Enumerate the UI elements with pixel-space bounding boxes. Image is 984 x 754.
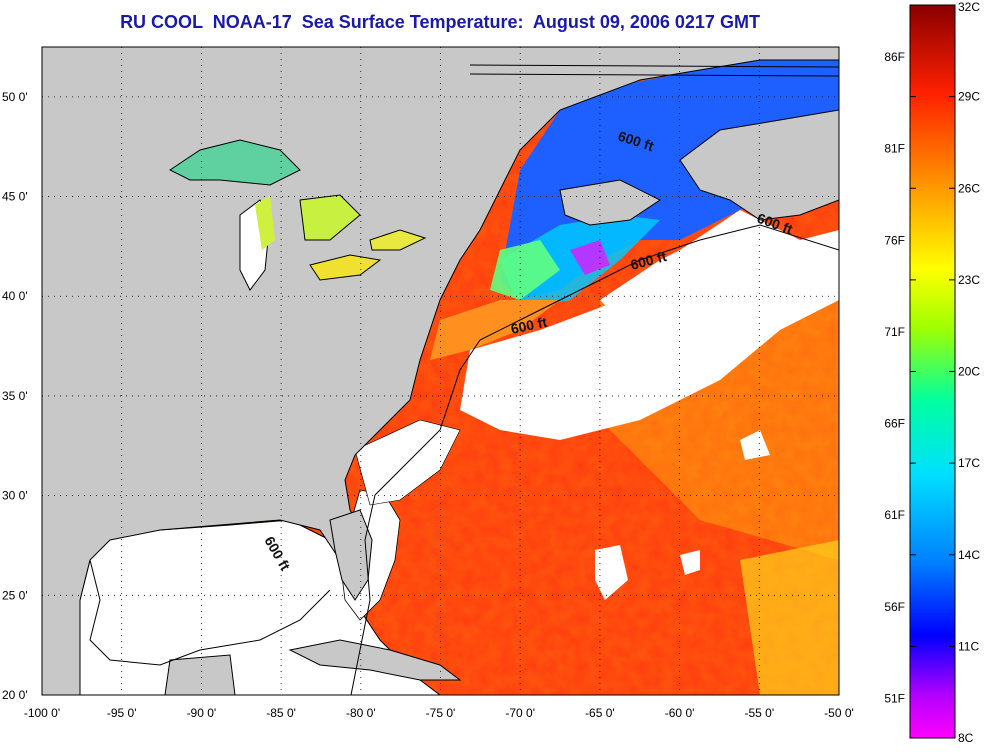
colorbar-label-f: 81F [884, 142, 905, 156]
y-tick-label: 30 0' [2, 489, 28, 503]
x-tick-label: -95 0' [107, 706, 137, 720]
nova-scotia-land [559, 179, 661, 226]
colorbar-label-f: 61F [884, 508, 905, 522]
map-line [469, 64, 839, 68]
map-line [469, 73, 839, 77]
colorbar-label-f: 56F [884, 600, 905, 614]
x-tick-label: -85 0' [266, 706, 296, 720]
colorbar-gradient [909, 4, 956, 739]
lake-erie [309, 254, 382, 281]
colorbar-label-c: 23C [958, 273, 980, 287]
x-tick-label: -90 0' [187, 706, 217, 720]
lake-superior [169, 139, 301, 186]
colorbar-label-c: 11C [958, 639, 979, 653]
contour-label: 600 ft [509, 314, 548, 337]
map-frame [41, 46, 840, 696]
ocean-sst-green [490, 240, 560, 300]
colorbar-label-c: 32C [958, 0, 980, 14]
y-axis-ticks: 50 0' 45 0' 40 0' 35 0' 30 0' 25 0' 20 0' [2, 90, 28, 702]
y-tick-label: 50 0' [2, 90, 28, 104]
isobath-600ft [350, 224, 839, 695]
x-tick-label: -65 0' [585, 706, 615, 720]
y-tick-label: 45 0' [2, 190, 28, 204]
x-tick-label: -50 0' [824, 706, 854, 720]
lake-huron [299, 194, 361, 241]
map-panel [42, 47, 839, 695]
x-axis-ticks: -100 0' -95 0' -90 0' -85 0' -80 0' -75 0' -70… [24, 706, 854, 720]
y-tick-label: 20 0' [2, 688, 28, 702]
colorbar-label-f: 71F [884, 325, 905, 339]
colorbar: 32C 29C 26C 23C 20C 17C 14C 11C 8C 86F 81F 76F 71F 66… [884, 0, 980, 745]
lake-ontario [369, 229, 427, 251]
colorbar-label-f: 66F [884, 417, 905, 431]
north-america-land [42, 47, 839, 695]
cloud-patch [680, 550, 700, 575]
x-tick-label: -60 0' [665, 706, 695, 720]
cloud-patch [595, 545, 628, 600]
y-tick-label: 40 0' [2, 289, 28, 303]
florida-land [329, 509, 373, 601]
ocean-sst-magenta [570, 240, 610, 275]
cuba-land [288, 639, 462, 681]
x-tick-label: -55 0' [744, 706, 774, 720]
yucatan-land [164, 654, 236, 695]
colorbar-label-c: 17C [958, 456, 980, 470]
ocean-sst-midatlantic [430, 300, 560, 360]
x-tick-label: -80 0' [346, 706, 376, 720]
colorbar-label-c: 20C [958, 365, 980, 379]
cloud-patch [740, 430, 770, 460]
colorbar-label-c: 26C [958, 181, 980, 195]
x-tick-label: -100 0' [24, 706, 60, 720]
x-tick-label: -70 0' [505, 706, 535, 720]
colorbar-label-f: 51F [884, 691, 905, 705]
y-tick-label: 25 0' [2, 588, 28, 602]
isobath-600ft-gulf [89, 559, 331, 666]
colorbar-label-f: 76F [884, 233, 905, 247]
colorbar-label-c: 8C [958, 731, 974, 745]
cloud-mask-ne [600, 230, 760, 340]
x-tick-label: -75 0' [426, 706, 456, 720]
colorbar-label-f: 86F [884, 50, 905, 64]
map-title: RU COOL NOAA-17 Sea Surface Temperature:… [120, 12, 760, 32]
y-tick-label: 35 0' [2, 389, 28, 403]
colorbar-label-c: 14C [958, 548, 980, 562]
newfoundland-land [679, 109, 839, 221]
colorbar-label-c: 29C [958, 90, 980, 104]
lake-michigan-sst [255, 195, 275, 250]
